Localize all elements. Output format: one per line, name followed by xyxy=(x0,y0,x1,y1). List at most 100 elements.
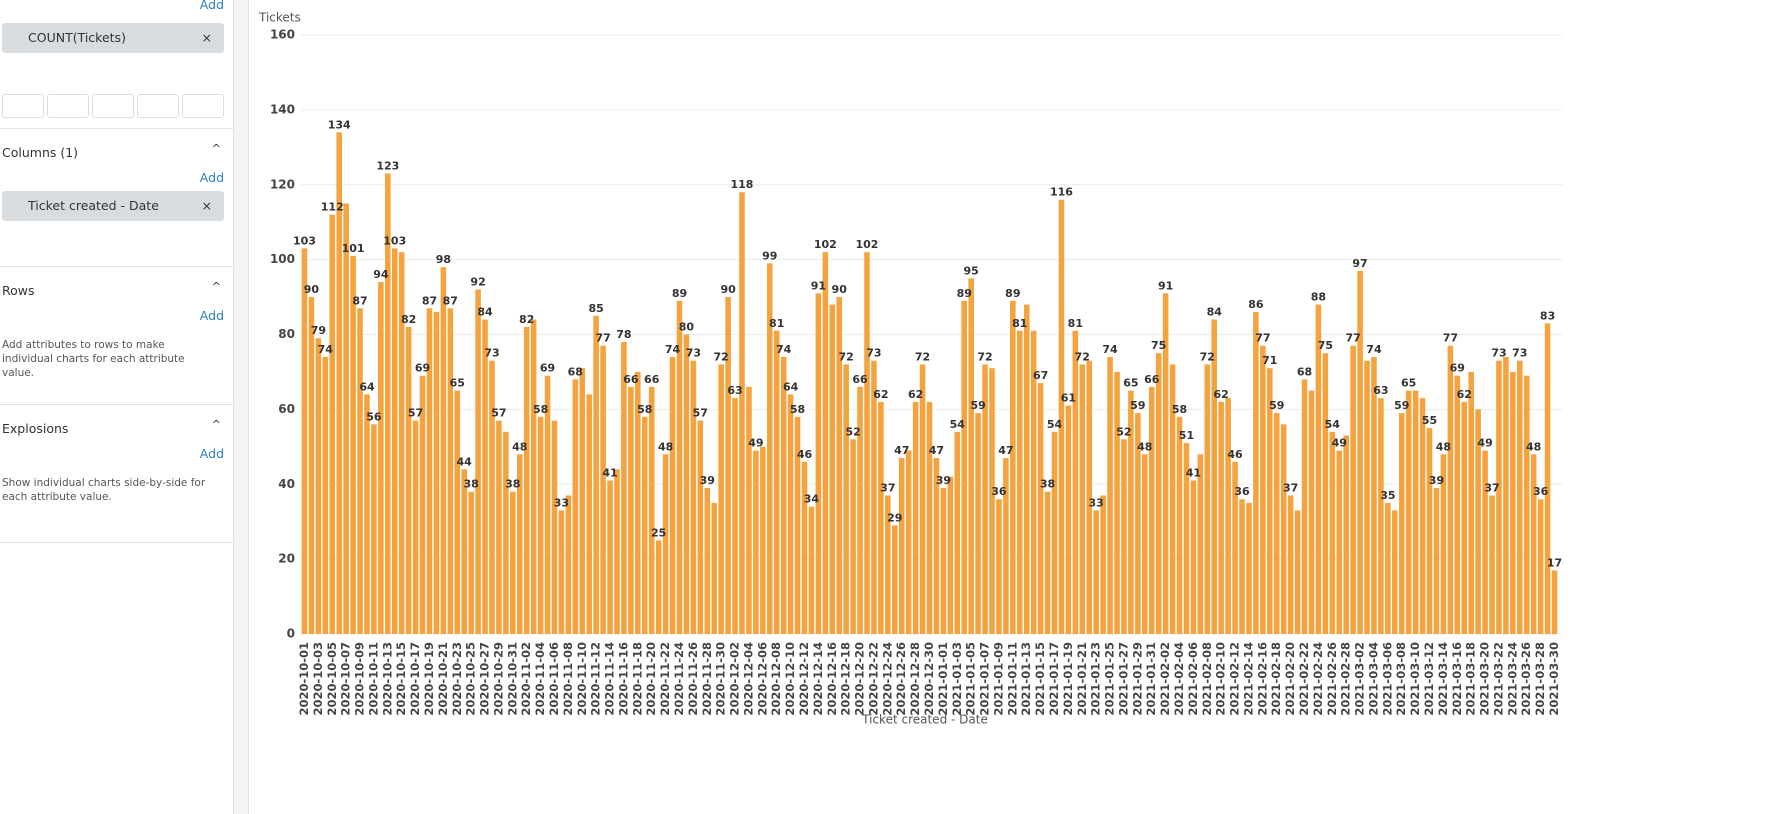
add-link[interactable]: Add xyxy=(199,170,224,185)
remove-button[interactable]: × xyxy=(201,30,212,45)
y-tick-label: 160 xyxy=(270,28,295,42)
x-tick-label: 2020-11-10 xyxy=(575,642,589,716)
bar xyxy=(315,338,322,634)
bar xyxy=(1142,454,1148,634)
add-link[interactable]: Add xyxy=(199,0,224,12)
column-pill[interactable]: Ticket created - Date × xyxy=(2,191,224,221)
bar xyxy=(607,480,613,634)
value-label: 87 xyxy=(443,294,458,307)
value-label: 35 xyxy=(1380,489,1395,502)
collapse-button[interactable]: ^ xyxy=(211,142,221,155)
x-tick-label: 2021-03-02 xyxy=(1353,642,1367,716)
bar xyxy=(933,458,940,634)
value-label: 134 xyxy=(328,118,351,131)
bar xyxy=(405,327,412,634)
value-label: 87 xyxy=(422,294,437,307)
bar xyxy=(1551,570,1558,634)
bar xyxy=(1315,304,1322,634)
value-label: 65 xyxy=(450,377,465,390)
value-label: 73 xyxy=(1491,347,1506,360)
value-label: 102 xyxy=(856,238,879,251)
value-label: 62 xyxy=(1457,388,1472,401)
bar xyxy=(621,341,627,634)
value-label: 62 xyxy=(908,388,923,401)
value-label: 36 xyxy=(991,485,1007,498)
x-tick-label: 2020-12-28 xyxy=(908,642,922,716)
collapse-button[interactable]: ^ xyxy=(211,418,221,431)
value-label: 79 xyxy=(311,324,326,337)
x-tick-label: 2020-11-22 xyxy=(658,642,672,716)
value-label: 37 xyxy=(880,481,895,494)
bar xyxy=(1489,495,1495,634)
add-link[interactable]: Add xyxy=(199,308,224,323)
value-label: 52 xyxy=(1116,425,1131,438)
y-tick-label: 120 xyxy=(270,177,295,191)
bar xyxy=(1412,390,1419,634)
icon-button[interactable] xyxy=(137,94,179,118)
x-tick-label: 2020-11-24 xyxy=(672,642,686,716)
bar xyxy=(753,450,759,634)
bar xyxy=(558,510,565,634)
sidebar: Add COUNT(Tickets) × Columns (1) ^ Add Ti… xyxy=(0,0,234,814)
icon-button[interactable] xyxy=(2,94,44,118)
x-tick-label: 2021-02-04 xyxy=(1172,642,1186,716)
remove-button[interactable]: × xyxy=(201,198,212,213)
y-tick-label: 60 xyxy=(278,402,295,416)
bar xyxy=(648,386,655,634)
x-tick-label: 2021-02-20 xyxy=(1283,642,1297,716)
x-tick-label: 2021-03-10 xyxy=(1408,642,1422,716)
x-tick-label: 2021-01-19 xyxy=(1061,642,1075,716)
bar xyxy=(746,386,752,634)
value-label: 73 xyxy=(484,347,499,360)
bar xyxy=(919,364,926,634)
x-tick-label: 2020-10-15 xyxy=(394,642,408,716)
value-label: 64 xyxy=(783,380,799,393)
bar xyxy=(635,371,641,634)
bar xyxy=(329,214,336,634)
value-label: 48 xyxy=(512,440,527,453)
bar xyxy=(1023,304,1030,634)
value-label: 84 xyxy=(1207,306,1223,319)
x-tick-label: 2020-11-06 xyxy=(547,642,561,716)
value-label: 39 xyxy=(700,474,715,487)
x-tick-label: 2020-12-02 xyxy=(728,642,742,716)
value-label: 47 xyxy=(998,444,1013,457)
bar xyxy=(1523,375,1530,634)
value-label: 57 xyxy=(693,407,708,420)
y-tick-label: 20 xyxy=(278,552,295,566)
bar xyxy=(718,364,724,634)
add-link[interactable]: Add xyxy=(199,446,224,461)
x-tick-label: 2020-11-16 xyxy=(616,642,630,716)
value-label: 68 xyxy=(568,365,583,378)
x-tick-label: 2021-02-06 xyxy=(1186,642,1200,716)
value-label: 41 xyxy=(1186,467,1201,480)
x-tick-label: 2021-01-27 xyxy=(1116,642,1130,716)
value-label: 41 xyxy=(602,467,617,480)
bar xyxy=(461,469,467,634)
collapse-button[interactable]: ^ xyxy=(211,280,221,293)
icon-button[interactable] xyxy=(47,94,89,118)
value-label: 54 xyxy=(950,418,966,431)
icon-button[interactable] xyxy=(182,94,224,118)
metric-pill[interactable]: COUNT(Tickets) × xyxy=(2,23,224,53)
bar xyxy=(1336,450,1343,634)
bar xyxy=(523,327,530,634)
bar xyxy=(989,368,995,634)
bar xyxy=(822,252,829,634)
x-tick-label: 2020-11-14 xyxy=(603,642,617,716)
value-label: 73 xyxy=(686,347,701,360)
value-label: 81 xyxy=(769,317,784,330)
bar xyxy=(1003,458,1009,634)
value-label: 38 xyxy=(505,478,520,491)
bar xyxy=(912,401,919,634)
bar xyxy=(1530,454,1537,634)
value-label: 66 xyxy=(1144,373,1160,386)
bar xyxy=(1017,330,1023,634)
bar xyxy=(1426,428,1433,634)
icon-button[interactable] xyxy=(92,94,134,118)
bar xyxy=(1454,375,1461,634)
value-label: 86 xyxy=(1248,298,1264,311)
x-tick-label: 2021-02-12 xyxy=(1228,642,1242,716)
pill-label: COUNT(Tickets) xyxy=(28,30,126,45)
